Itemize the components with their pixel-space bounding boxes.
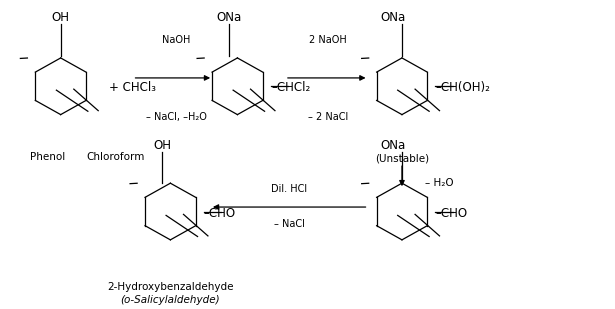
- Text: 2 NaOH: 2 NaOH: [309, 35, 347, 44]
- Text: –CHCl₂: –CHCl₂: [271, 81, 310, 94]
- Text: OH: OH: [52, 11, 69, 24]
- Text: – NaCl, –H₂O: – NaCl, –H₂O: [146, 112, 207, 122]
- Text: –CHO: –CHO: [435, 206, 467, 219]
- Text: + CHCl₃: + CHCl₃: [109, 81, 156, 94]
- Text: – NaCl: – NaCl: [274, 219, 304, 229]
- Text: ONa: ONa: [217, 11, 242, 24]
- Text: Chloroform: Chloroform: [86, 152, 145, 162]
- Text: –CH(OH)₂: –CH(OH)₂: [435, 81, 490, 94]
- Text: Phenol: Phenol: [30, 152, 65, 162]
- Text: NaOH: NaOH: [162, 35, 191, 44]
- Text: OH: OH: [154, 139, 172, 152]
- Text: –CHO: –CHO: [204, 206, 236, 219]
- Text: – 2 NaCl: – 2 NaCl: [308, 112, 348, 122]
- Text: Dil. HCl: Dil. HCl: [271, 184, 308, 194]
- Text: ONa: ONa: [380, 11, 405, 24]
- Text: – H₂O: – H₂O: [425, 178, 454, 188]
- Text: (o-Salicylaldehyde): (o-Salicylaldehyde): [121, 295, 220, 305]
- Text: 2-Hydroxybenzaldehyde: 2-Hydroxybenzaldehyde: [107, 281, 234, 292]
- Text: (Unstable): (Unstable): [375, 153, 429, 163]
- Text: ONa: ONa: [380, 139, 405, 152]
